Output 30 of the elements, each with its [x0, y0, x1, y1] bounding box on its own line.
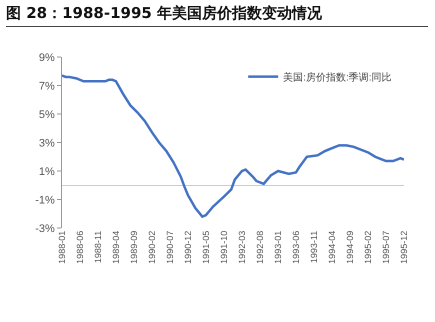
y-tick-label: 3% [38, 137, 56, 150]
x-tick-label: 1990-02 [147, 230, 158, 264]
x-tick-label: 1988-06 [74, 230, 85, 264]
x-tick-label: 1991-10 [218, 230, 229, 264]
line-series [62, 74, 404, 218]
x-tick-label: 1988-01 [56, 230, 67, 264]
x-tick-label: 1993-06 [290, 230, 301, 264]
x-tick-label: 1990-12 [182, 230, 193, 264]
x-tick-label: 1995-12 [398, 230, 409, 264]
x-tick-label: 1993-11 [309, 230, 320, 264]
x-tick-label: 1995-07 [380, 230, 391, 264]
y-tick-label: -1% [35, 194, 56, 206]
y-tick-label: 7% [38, 80, 56, 92]
chart-title: 图 28：1988-1995 年美国房价指数变动情况 [6, 4, 428, 27]
x-tick-label: 1994-04 [326, 230, 337, 264]
x-tick-label: 1990-07 [164, 230, 175, 264]
x-tick-label: 1988-11 [93, 230, 104, 264]
x-tick-label: 1992-08 [254, 230, 265, 264]
x-tick-label: 1991-05 [200, 230, 211, 264]
y-tick-label: 5% [38, 108, 56, 121]
x-tick-label: 1995-02 [363, 230, 374, 264]
x-tick-label: 1993-01 [273, 230, 284, 264]
y-tick-label: 9% [38, 52, 56, 64]
y-tick-label: -3% [35, 222, 56, 235]
legend-label: 美国:房价指数:季调:同比 [283, 72, 392, 84]
x-tick-label: 1989-09 [128, 230, 139, 264]
y-tick-label: 1% [38, 166, 56, 178]
x-tick-label: 1994-09 [344, 230, 355, 264]
x-tick-label: 1992-03 [236, 230, 247, 264]
x-tick-label: 1989-04 [110, 230, 121, 264]
